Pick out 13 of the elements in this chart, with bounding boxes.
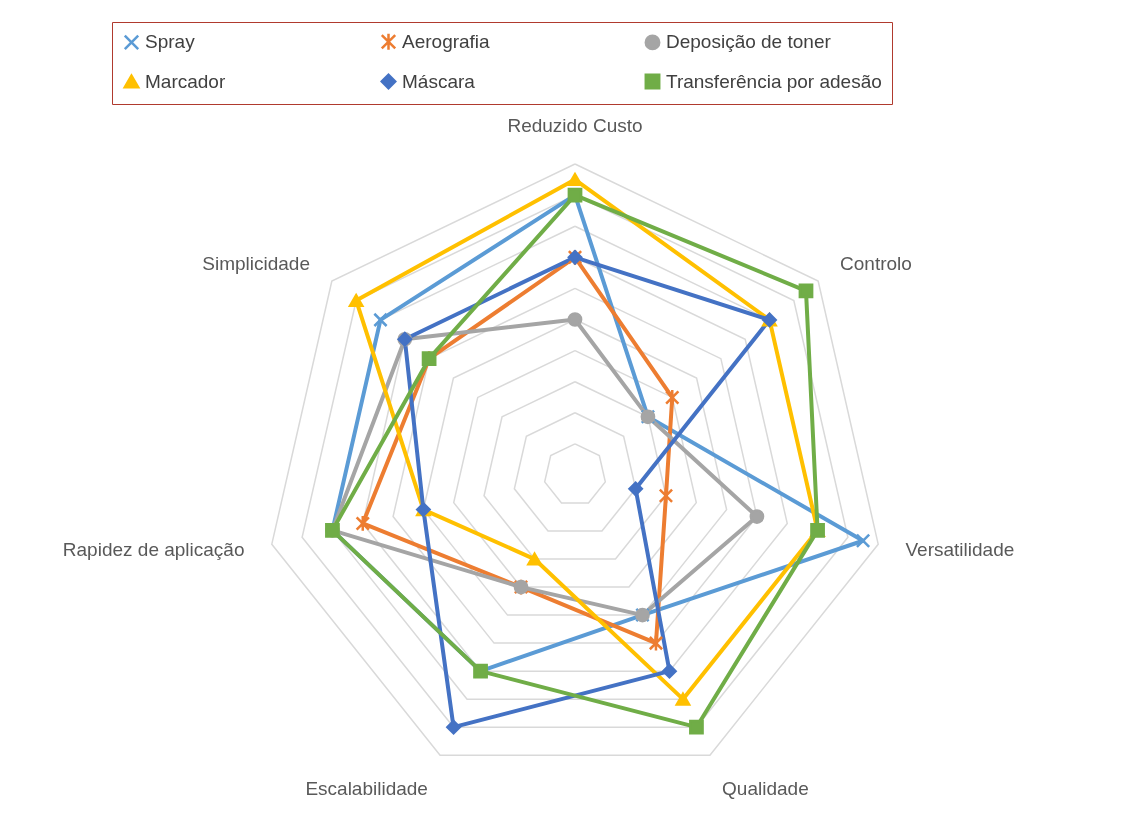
spoke-label: Escalabilidade: [305, 778, 428, 800]
legend-label: Marcador: [145, 70, 226, 92]
legend-label: Aerografia: [402, 30, 491, 52]
spoke-label: Simplicidade: [202, 252, 310, 274]
legend-label: Máscara: [402, 70, 476, 92]
spoke-label: Controlo: [840, 252, 912, 274]
spoke-label: Reduzido Custo: [507, 115, 643, 137]
legend-label: Spray: [145, 31, 196, 53]
legend-label: Deposição de toner: [666, 31, 832, 53]
spoke-label: Versatilidade: [905, 539, 1015, 561]
spoke-label: Rapidez de aplicação: [62, 539, 245, 561]
spoke-label: Qualidade: [722, 778, 809, 800]
legend-label: Transferência por adesão: [666, 70, 882, 92]
